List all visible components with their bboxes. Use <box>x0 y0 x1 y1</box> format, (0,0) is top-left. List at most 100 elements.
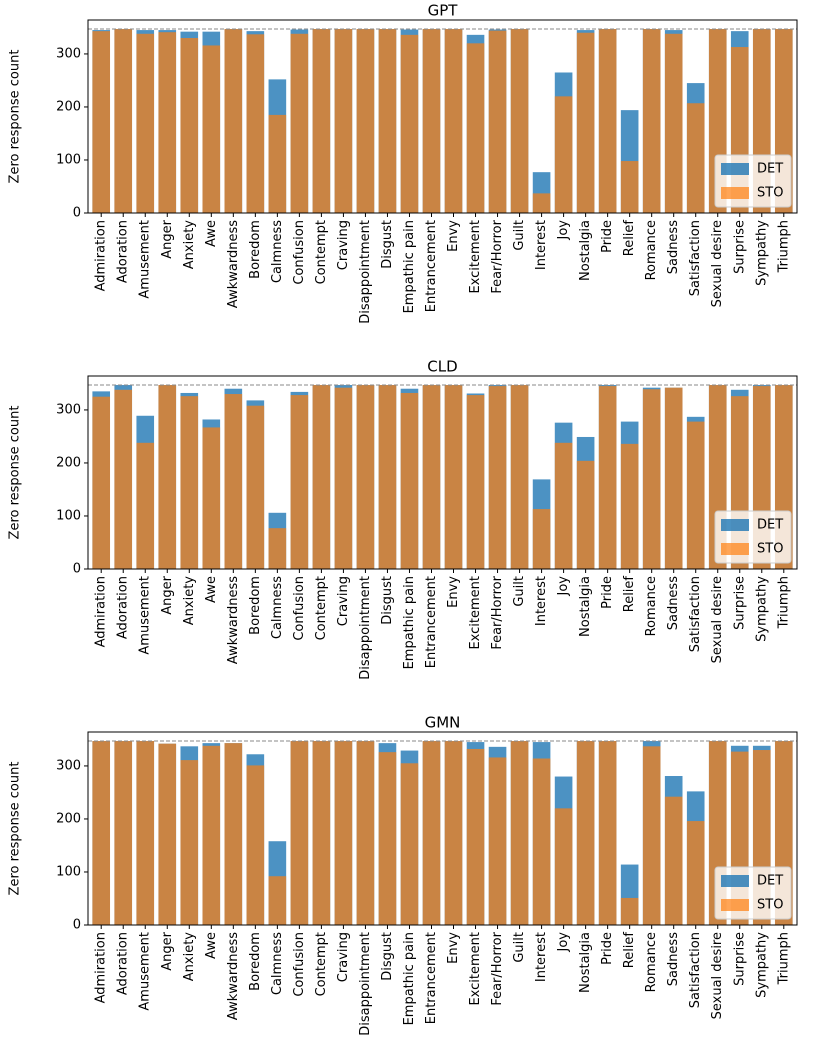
x-tick-label: Pride <box>600 220 615 253</box>
x-tick-label: Relief <box>622 932 637 969</box>
x-tick-label: Sexual desire <box>710 220 725 307</box>
x-tick-label: Satisfaction <box>688 932 703 1008</box>
chart-title: GMN <box>425 714 461 732</box>
bar <box>400 34 419 213</box>
legend-label: DET <box>757 518 783 533</box>
axes-frame <box>87 731 798 926</box>
y-tick-label: 0 <box>73 918 81 933</box>
x-tick-label: Amusement <box>138 576 153 655</box>
x-tick-label: Awe <box>204 932 219 959</box>
x-tick-label: Admiration <box>94 576 109 647</box>
bar <box>444 29 463 214</box>
bar <box>312 385 331 569</box>
x-tick-label: Relief <box>622 220 637 257</box>
y-axis-label: Zero response count <box>8 406 23 540</box>
x-tick-label: Envy <box>446 576 461 608</box>
x-tick-label: Disappointment <box>358 576 373 680</box>
x-tick-label: Amusement <box>138 220 153 299</box>
x-tick-label: Nostalgia <box>578 220 593 281</box>
bar <box>620 161 639 213</box>
bar <box>158 385 177 569</box>
bar <box>598 29 617 214</box>
legend-label: DET <box>757 162 783 177</box>
x-tick-label: Awe <box>204 220 219 247</box>
bar <box>334 741 353 925</box>
bar <box>532 509 551 569</box>
bar <box>554 96 573 213</box>
legend-label: STO <box>757 542 783 557</box>
chart-title: GPT <box>428 2 459 20</box>
x-tick-label: Excitement <box>468 932 483 1006</box>
x-tick-label: Awkwardness <box>226 932 241 1021</box>
x-tick-label: Confusion <box>292 220 307 285</box>
bar <box>202 427 221 569</box>
bar <box>642 29 661 214</box>
bar <box>686 103 705 213</box>
x-tick-label: Awkwardness <box>226 220 241 309</box>
x-tick-label: Anger <box>160 219 175 258</box>
bar <box>180 396 199 569</box>
chart-title: CLD <box>427 358 457 376</box>
x-tick-label: Fear/Horror <box>490 931 505 1005</box>
bar <box>356 741 375 925</box>
x-tick-label: Admiration <box>94 932 109 1003</box>
x-tick-label: Calmness <box>270 220 285 283</box>
y-tick-label: 0 <box>73 562 81 577</box>
bar <box>488 386 507 569</box>
bar <box>246 765 265 925</box>
bar <box>356 29 375 214</box>
bar <box>224 743 243 925</box>
x-tick-label: Guilt <box>512 220 527 251</box>
y-tick-label: 100 <box>56 864 81 879</box>
x-tick-label: Confusion <box>292 932 307 997</box>
x-tick-label: Anger <box>160 575 175 614</box>
bar <box>246 405 265 569</box>
bar <box>466 395 485 569</box>
bar <box>378 752 397 925</box>
x-tick-label: Sympathy <box>754 932 769 998</box>
x-tick-label: Entrancement <box>424 220 439 312</box>
y-tick-label: 300 <box>56 46 81 61</box>
bar <box>686 421 705 569</box>
x-tick-label: Adoration <box>116 576 131 639</box>
x-tick-label: Interest <box>534 220 549 270</box>
bar <box>444 741 463 925</box>
y-tick-label: 200 <box>56 811 81 826</box>
x-tick-label: Anger <box>160 931 175 970</box>
bar <box>510 741 529 925</box>
x-tick-label: Craving <box>336 932 351 982</box>
legend-swatch <box>721 875 749 887</box>
bar <box>334 387 353 569</box>
x-tick-label: Adoration <box>116 220 131 283</box>
bar <box>290 741 309 925</box>
x-tick-label: Awkwardness <box>226 576 241 665</box>
legend-label: STO <box>757 898 783 913</box>
bar <box>576 741 595 925</box>
bar <box>664 387 683 569</box>
legend-swatch <box>721 899 749 911</box>
bar <box>268 876 287 925</box>
x-tick-label: Awe <box>204 576 219 603</box>
x-tick-label: Disappointment <box>358 220 373 324</box>
y-tick-label: 300 <box>56 402 81 417</box>
bar <box>136 33 155 214</box>
bar <box>202 745 221 925</box>
x-tick-label: Sexual desire <box>710 576 725 663</box>
axes-frame <box>87 375 798 570</box>
x-tick-label: Excitement <box>468 220 483 294</box>
x-tick-label: Guilt <box>512 932 527 963</box>
y-tick-label: 100 <box>56 508 81 523</box>
legend-swatch <box>721 519 749 531</box>
bar <box>664 796 683 925</box>
bar <box>224 29 243 214</box>
x-tick-label: Triumph <box>776 576 791 629</box>
x-tick-label: Contempt <box>314 576 329 640</box>
x-tick-label: Contempt <box>314 932 329 996</box>
x-tick-label: Sympathy <box>754 220 769 286</box>
bar <box>114 29 133 214</box>
x-tick-label: Boredom <box>248 932 263 991</box>
bar <box>136 442 155 569</box>
x-tick-label: Sadness <box>666 932 681 986</box>
x-tick-label: Satisfaction <box>688 576 703 652</box>
